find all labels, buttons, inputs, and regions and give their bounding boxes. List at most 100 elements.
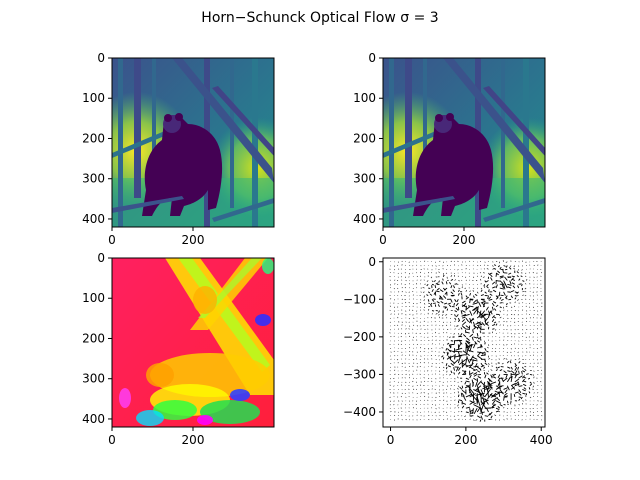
flow-vector <box>509 265 512 268</box>
flow-vector <box>513 267 516 270</box>
flow-vector <box>454 314 456 317</box>
flow-vector <box>453 302 456 306</box>
flow-vector <box>525 399 527 401</box>
flow-vector <box>532 299 534 301</box>
flow-vector <box>518 361 521 364</box>
flow-vector <box>517 381 520 386</box>
flow-vector <box>393 385 395 387</box>
flow-vector <box>448 344 452 349</box>
flow-vector <box>487 377 493 383</box>
y-tick-label: 200 <box>353 131 376 145</box>
flow-vector <box>532 411 534 414</box>
flow-vector <box>458 359 467 366</box>
flow-vector <box>454 328 456 330</box>
flow-quiver-panel: 0 200 400 0 −100 −200 −300 −400 <box>343 255 553 447</box>
flow-vector <box>428 377 430 379</box>
flow-vector <box>491 319 495 323</box>
flow-direction-ticks: 0 200 0 100 200 300 400 <box>82 251 204 447</box>
flow-vector <box>498 410 500 413</box>
flow-vector <box>434 284 437 289</box>
flow-vector <box>510 375 513 383</box>
flow-vector <box>479 330 482 334</box>
flow-vector <box>521 284 523 287</box>
flow-vector <box>438 280 440 283</box>
flow-vector <box>435 408 437 410</box>
flow-vector <box>496 397 501 402</box>
flow-vector <box>483 369 485 371</box>
flow-vector <box>525 395 527 398</box>
flow-vector <box>527 377 531 380</box>
flow-vector <box>482 276 485 278</box>
flow-vector <box>416 351 418 353</box>
flow-vector <box>429 293 433 296</box>
flow-vector <box>441 281 444 285</box>
flow-direction-panel: 0 200 0 100 200 300 400 <box>82 251 275 447</box>
flow-vector <box>506 361 510 364</box>
flow-vector <box>511 282 516 285</box>
flow-vector <box>526 373 529 375</box>
flow-vector <box>412 265 414 267</box>
flow-vector <box>488 313 490 319</box>
flow-vector <box>454 378 456 380</box>
flow-vector <box>443 332 445 334</box>
flow-vector <box>455 302 459 307</box>
flow-vector <box>503 309 505 311</box>
flow-vector <box>497 366 500 369</box>
flow-vector <box>504 276 508 281</box>
flow-vector <box>518 370 520 375</box>
flow-vector <box>537 264 539 266</box>
flow-vector <box>483 268 485 270</box>
flow-vector <box>439 260 441 262</box>
flow-vector <box>401 362 403 365</box>
flow-vector <box>488 357 490 360</box>
flow-vector <box>445 324 448 326</box>
flow-vector <box>457 342 462 349</box>
flow-vector <box>479 336 482 339</box>
flow-vector <box>471 336 474 341</box>
flow-vector <box>450 274 453 277</box>
y-tick-label: −300 <box>343 367 376 381</box>
flow-vector <box>499 310 501 313</box>
flow-vector <box>529 414 532 416</box>
flow-vector <box>532 271 534 274</box>
flow-vector <box>423 351 425 353</box>
flow-vector <box>447 365 451 368</box>
flow-vector <box>397 287 399 290</box>
flow-vector <box>511 275 515 278</box>
flow-vector <box>450 299 453 303</box>
flow-vector <box>514 391 519 394</box>
flow-vector <box>480 389 485 398</box>
flow-vector <box>405 396 407 398</box>
flow-vector <box>442 357 445 360</box>
flow-vector <box>487 295 489 300</box>
flow-vector <box>525 278 528 281</box>
flow-vector <box>458 339 463 345</box>
flow-quiver-background <box>383 258 545 427</box>
flow-vector <box>518 410 520 413</box>
flow-vector <box>490 415 493 419</box>
flow-vector <box>445 366 448 370</box>
flow-vector <box>454 299 457 303</box>
flow-vector <box>423 309 425 311</box>
flow-vector <box>491 399 496 405</box>
flow-vector <box>416 400 418 402</box>
flow-vector <box>476 325 480 330</box>
flow-vector <box>484 362 488 365</box>
flow-vector <box>480 287 483 290</box>
flow-vector <box>389 404 391 406</box>
flow-vector <box>469 418 471 420</box>
flow-vector <box>468 386 474 394</box>
flow-vector <box>427 272 430 274</box>
flow-vector <box>507 317 509 319</box>
flow-vector <box>485 306 489 311</box>
flow-vector <box>415 283 418 285</box>
flow-vector <box>389 396 391 398</box>
flow-vector <box>430 276 433 279</box>
flow-vector <box>435 265 437 267</box>
flow-vector <box>412 407 414 409</box>
flow-vector <box>503 358 505 360</box>
flow-quiver-ticks: 0 200 400 0 −100 −200 −300 −400 <box>343 255 553 447</box>
flow-vector <box>427 299 430 302</box>
flow-vector <box>493 321 497 324</box>
flow-vector <box>465 331 470 334</box>
